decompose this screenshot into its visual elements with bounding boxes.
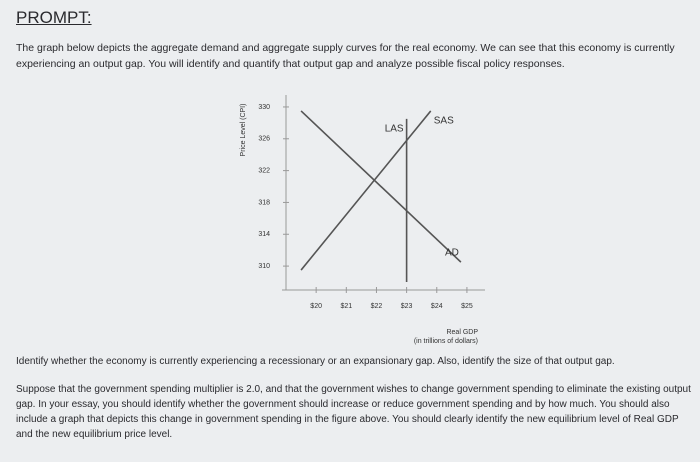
x-tick-label: $24: [431, 303, 443, 310]
x-axis-label: (in trillions of dollars): [414, 338, 478, 345]
curve: [300, 110, 462, 263]
y-tick-label: 330: [258, 104, 270, 111]
x-tick-label: $23: [401, 303, 413, 310]
curve-label: AD: [445, 248, 459, 259]
intro-text: The graph below depicts the aggregate de…: [16, 42, 675, 70]
question-text: Suppose that the government spending mul…: [16, 384, 691, 440]
y-tick-label: 314: [258, 231, 270, 238]
chart: Price Level (CPI) Real GDP (in trillions…: [240, 95, 485, 345]
question-text: Identify whether the economy is currentl…: [16, 356, 615, 367]
curve: [300, 110, 432, 271]
y-tick-label: 318: [258, 199, 270, 206]
x-tick-label: $21: [340, 303, 352, 310]
curve-label: SAS: [434, 116, 454, 127]
x-tick-label: $22: [371, 303, 383, 310]
y-tick-label: 322: [258, 167, 270, 174]
y-tick-label: 326: [258, 136, 270, 143]
curve-label: LAS: [385, 124, 404, 135]
y-tick-label: 310: [258, 263, 270, 270]
x-tick-label: $20: [310, 303, 322, 310]
x-axis-label: Real GDP: [446, 329, 478, 336]
x-tick-label: $25: [461, 303, 473, 310]
y-axis-label: Price Level (CPI): [240, 104, 247, 157]
prompt-title: PROMPT:: [16, 8, 92, 27]
